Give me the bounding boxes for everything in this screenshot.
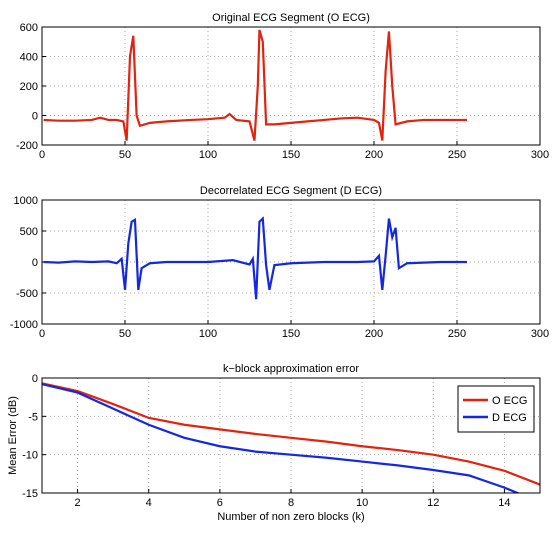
x-tick-label: 50 [119,328,131,340]
x-tick-label: 200 [365,328,383,340]
y-tick-label: 600 [20,22,38,34]
data-line [42,383,521,493]
y-tick-label: -5 [28,411,38,423]
x-tick-label: 6 [217,497,223,509]
x-tick-label: 250 [448,328,466,340]
y-tick-label: 500 [20,226,38,238]
x-tick-label: 12 [427,497,439,509]
x-tick-label: 50 [119,149,131,161]
x-tick-label: 250 [448,149,466,161]
y-tick-label: -200 [16,140,38,152]
data-line [43,29,467,141]
x-tick-label: 4 [146,497,152,509]
x-tick-label: 200 [365,149,383,161]
chart-title: Decorrelated ECG Segment (D ECG) [200,185,382,197]
y-tick-label: -500 [16,288,38,300]
x-tick-label: 150 [282,149,300,161]
y-tick-label: 0 [32,257,38,269]
y-tick-label: 200 [20,81,38,93]
x-tick-label: 0 [39,328,45,340]
x-tick-label: 100 [199,149,217,161]
y-axis-label: Mean Error (dB) [7,396,19,475]
y-tick-label: -15 [22,488,38,500]
x-tick-label: 150 [282,328,300,340]
axes-frame [41,26,541,146]
x-tick-label: 2 [75,497,81,509]
legend-label: D ECG [492,412,527,424]
x-tick-label: 300 [531,328,549,340]
axes-frame [41,199,541,325]
legend-box [457,385,535,433]
data-line [43,216,467,300]
y-tick-label: -10 [22,450,38,462]
x-axis-label: Number of non zero blocks (k) [217,511,364,523]
x-tick-label: 100 [199,328,217,340]
y-tick-label: 0 [32,111,38,123]
chart-title: k−block approximation error [223,363,359,375]
x-tick-label: 0 [39,149,45,161]
data-line [42,382,540,486]
axes-frame [41,377,541,494]
y-tick-label: -1000 [10,319,38,331]
y-tick-label: 0 [32,373,38,385]
x-tick-label: 10 [356,497,368,509]
legend-label: O ECG [492,395,527,407]
y-tick-label: 400 [20,52,38,64]
y-tick-label: 1000 [14,195,38,207]
x-tick-label: 300 [531,149,549,161]
x-tick-label: 14 [498,497,510,509]
chart-title: Original ECG Segment (O ECG) [212,12,370,24]
x-tick-label: 8 [288,497,294,509]
